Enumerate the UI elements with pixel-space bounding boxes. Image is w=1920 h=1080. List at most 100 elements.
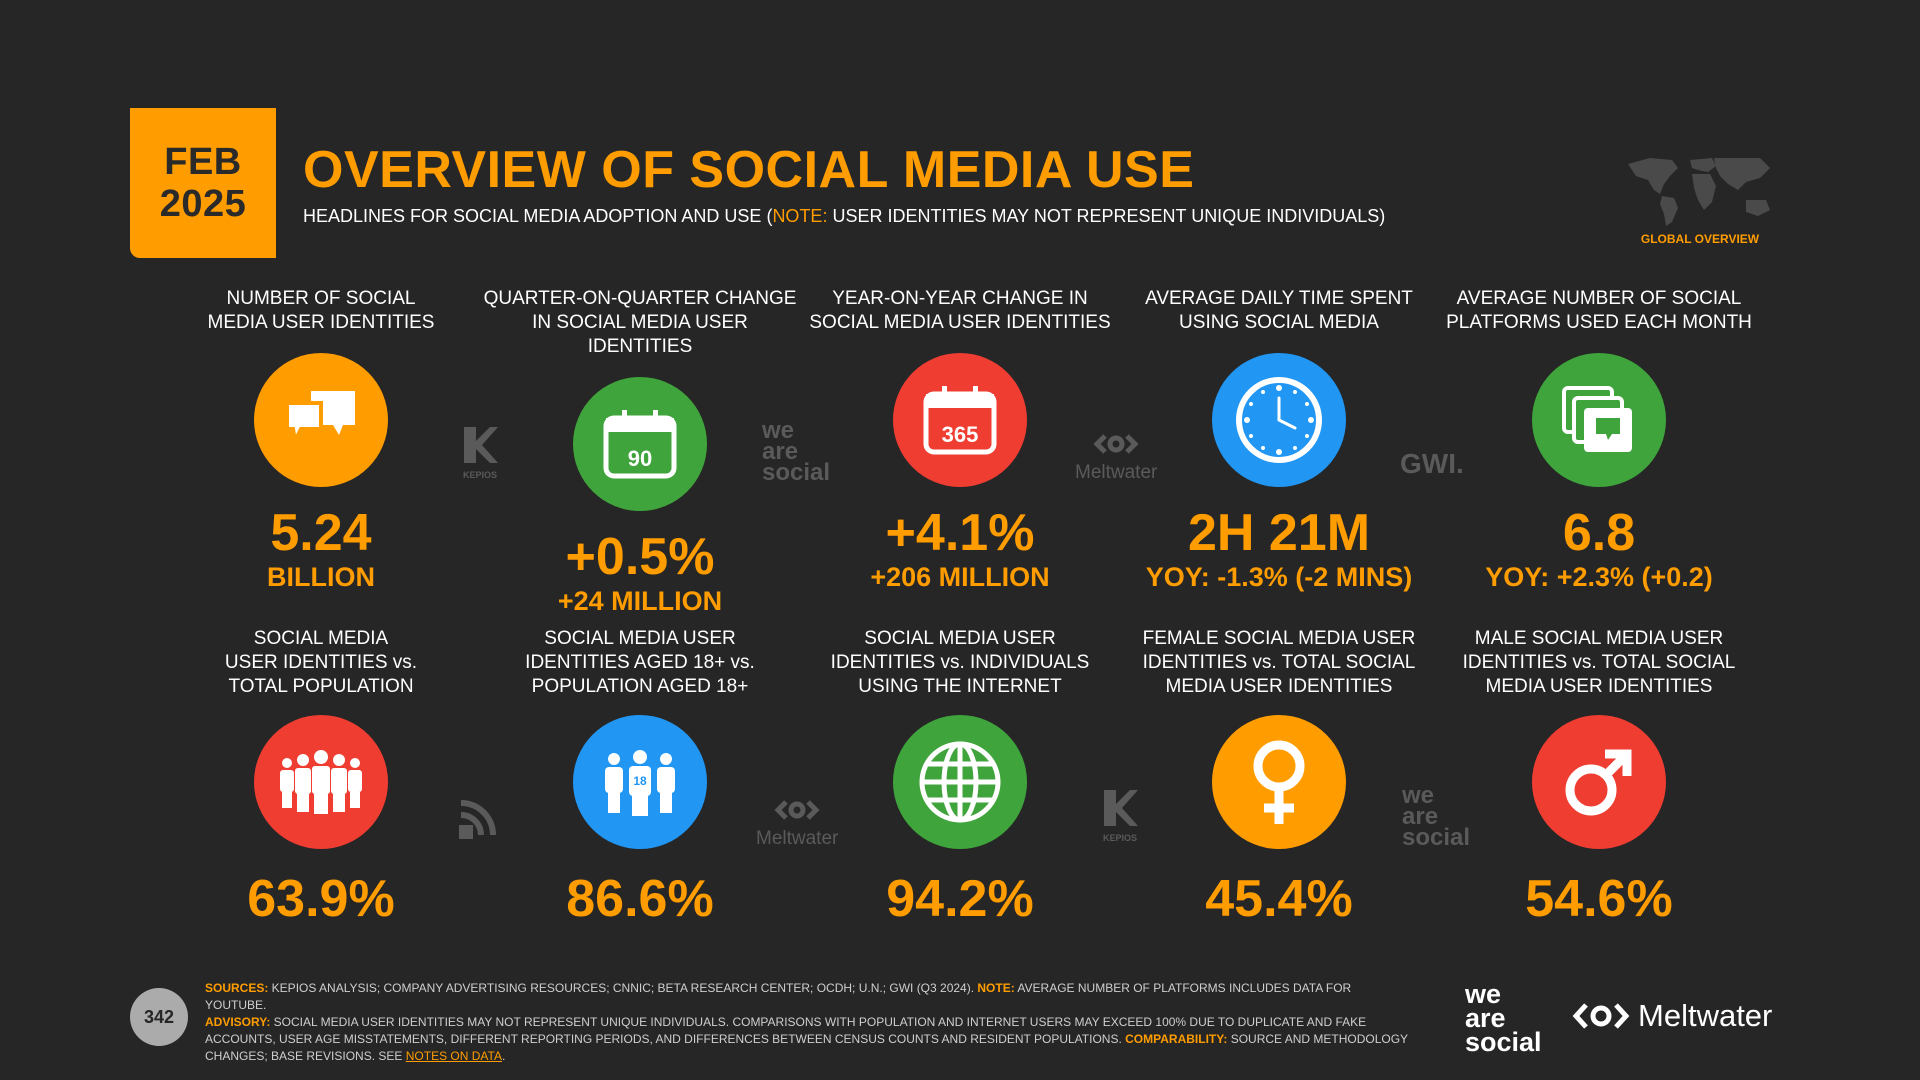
logo-word: we [1402, 782, 1435, 809]
stat-male-share: MALE SOCIAL MEDIA USER IDENTITIES vs. TOT… [1439, 627, 1759, 927]
logo-word: social [1465, 1027, 1542, 1057]
stat-label-line: MEDIA USER IDENTITIES [1165, 676, 1393, 697]
stat-label-line: IDENTITIES AGED 18+ vs. [525, 652, 755, 673]
stat-label-line: IDENTITIES vs. INDIVIDUALS [830, 652, 1090, 673]
stat-value: 54.6% [1525, 870, 1673, 928]
age-label: 18 [633, 774, 647, 788]
footer-key: SOURCES: [205, 981, 269, 995]
page-subtitle: HEADLINES FOR SOCIAL MEDIA ADOPTION AND … [303, 206, 1385, 227]
logo-word: we [762, 417, 795, 444]
stat-value: 63.9% [247, 870, 395, 928]
stat-label-line: SOCIAL MEDIA USER IDENTITIES [809, 312, 1111, 333]
date-badge: FEB 2025 [130, 108, 276, 258]
global-overview-label: GLOBAL OVERVIEW [1640, 232, 1760, 246]
stat-label-line: MALE SOCIAL MEDIA USER [1474, 628, 1724, 649]
calendar-365-icon: 365 [893, 353, 1027, 487]
clock-icon [1212, 353, 1346, 487]
logo-word: are [1465, 1003, 1506, 1033]
stat-qoq-change: QUARTER-ON-QUARTER CHANGE IN SOCIAL MEDIA… [480, 287, 800, 617]
globe-icon [893, 715, 1027, 849]
stat-value: +0.5% [565, 528, 715, 586]
stat-label-line: IDENTITIES vs. TOTAL SOCIAL [1142, 652, 1416, 673]
stat-subvalue: YOY: +2.3% (+0.2) [1485, 562, 1713, 592]
footer-text: SOCIAL MEDIA USER IDENTITIES MAY NOT REP… [205, 1015, 1367, 1046]
stat-value: 6.8 [1562, 504, 1636, 562]
stat-subvalue: +24 MILLION [557, 586, 723, 616]
meltwater-mark-icon [1093, 434, 1139, 454]
stat-platforms-count: AVERAGE NUMBER OF SOCIAL PLATFORMS USED E… [1439, 287, 1759, 593]
world-map-icon [1628, 158, 1770, 226]
logo-word: are [1402, 803, 1439, 830]
stat-label-line: PLATFORMS USED EACH MONTH [1446, 312, 1752, 333]
stat-value: 94.2% [886, 870, 1034, 928]
female-symbol-icon [1212, 715, 1346, 849]
stat-value: 45.4% [1205, 870, 1353, 928]
stat-label-line: USING THE INTERNET [858, 676, 1062, 697]
stat-value: 2H 21M [1187, 504, 1371, 562]
kepios-mark-icon [1104, 790, 1138, 826]
meltwater-text: Meltwater [1638, 998, 1773, 1033]
kepios-text: KEPIOS [1102, 833, 1137, 843]
date-month: FEB [164, 141, 242, 183]
stat-vs-adult-population: SOCIAL MEDIA USER IDENTITIES AGED 18+ vs.… [480, 627, 800, 927]
stat-subvalue: BILLION [267, 562, 375, 592]
kepios-text: KEPIOS [462, 470, 497, 480]
kepios-logo: KEPIOS [460, 425, 500, 480]
stat-subvalue: YOY: -1.3% (-2 MINS) [1145, 562, 1413, 592]
stat-label: SOCIAL MEDIA USER IDENTITIES vs. INDIVIDU… [800, 627, 1120, 699]
notes-on-data-link[interactable]: NOTES ON DATA [405, 1049, 502, 1063]
stat-label-line: NUMBER OF SOCIAL [226, 288, 416, 309]
stat-social-media-users: NUMBER OF SOCIAL MEDIA USER IDENTITIES 5.… [161, 287, 481, 593]
stat-label-line: AVERAGE DAILY TIME SPENT [1145, 288, 1413, 309]
stat-vs-population: SOCIAL MEDIA USER IDENTITIES vs. TOTAL POP… [161, 627, 481, 927]
footer-key: NOTE: [977, 981, 1015, 995]
stat-label-line: FEMALE SOCIAL MEDIA USER [1142, 628, 1416, 649]
subtitle-text: HEADLINES FOR SOCIAL MEDIA ADOPTION AND … [303, 206, 773, 226]
subtitle-text-post: USER IDENTITIES MAY NOT REPRESENT UNIQUE… [827, 206, 1386, 226]
page-title: OVERVIEW OF SOCIAL MEDIA USE [303, 141, 1195, 199]
gwi-logo: GWI. [1400, 448, 1464, 479]
meltwater-text: Meltwater [1075, 462, 1158, 483]
datareportal-logo-icon [459, 800, 496, 839]
stat-label-line: MEDIA USER IDENTITIES [1485, 676, 1713, 697]
stat-value: 5.24 [270, 504, 372, 562]
stat-daily-time: AVERAGE DAILY TIME SPENT USING SOCIAL MED… [1119, 287, 1439, 593]
meltwater-mark-icon [774, 800, 820, 820]
stat-vs-internet-users: SOCIAL MEDIA USER IDENTITIES vs. INDIVIDU… [800, 627, 1120, 927]
stat-label-line: POPULATION AGED 18+ [531, 676, 749, 697]
footer-text: . [501, 1049, 506, 1063]
stat-label-line: USING SOCIAL MEDIA [1179, 312, 1379, 333]
stat-label: AVERAGE NUMBER OF SOCIAL PLATFORMS USED E… [1439, 287, 1759, 335]
footer-text: AVERAGE NUMBER OF PLATFORMS INCLUDES DAT… [205, 981, 1352, 1012]
footer-text: SOURCE AND METHODOLOGY CHANGES; BASE REV… [205, 1032, 1408, 1063]
stat-label-line: TOTAL POPULATION [228, 676, 414, 697]
calendar-90-icon: 90 [573, 377, 707, 511]
stat-label: SOCIAL MEDIA USER IDENTITIES vs. TOTAL POP… [161, 627, 481, 699]
stat-label: FEMALE SOCIAL MEDIA USER IDENTITIES vs. T… [1119, 627, 1439, 699]
stat-label-line: YEAR-ON-YEAR CHANGE IN [832, 288, 1088, 309]
stacked-windows-icon [1532, 353, 1666, 487]
stat-label-line: QUARTER-ON-QUARTER CHANGE [483, 288, 797, 309]
meltwater-text: Meltwater [756, 828, 839, 849]
stat-value: 86.6% [566, 870, 714, 928]
meltwater-logo-small: Meltwater [756, 798, 838, 850]
logo-word: social [762, 459, 831, 486]
stat-label: AVERAGE DAILY TIME SPENT USING SOCIAL MED… [1119, 287, 1439, 335]
footer-key: COMPARABILITY: [1125, 1032, 1228, 1046]
stat-female-share: FEMALE SOCIAL MEDIA USER IDENTITIES vs. T… [1119, 627, 1439, 927]
stat-label-line: SOCIAL MEDIA USER [544, 628, 736, 649]
we-are-social-logo-main: we are social [1465, 981, 1542, 1057]
stat-label-line: SOCIAL MEDIA [253, 628, 389, 649]
stat-label: SOCIAL MEDIA USER IDENTITIES AGED 18+ vs.… [480, 627, 800, 699]
logo-word: social [1402, 824, 1471, 851]
chat-bubbles-icon [254, 353, 388, 487]
adults-18-icon: 18 [573, 715, 707, 849]
stat-label: NUMBER OF SOCIAL MEDIA USER IDENTITIES [161, 287, 481, 335]
meltwater-logo-main: Meltwater [1572, 998, 1772, 1034]
male-symbol-icon [1532, 715, 1666, 849]
footer-text: KEPIOS ANALYSIS; COMPANY ADVERTISING RES… [268, 981, 978, 995]
date-year: 2025 [159, 183, 247, 225]
footer-sources: SOURCES: KEPIOS ANALYSIS; COMPANY ADVERT… [205, 980, 1415, 1065]
stat-label-line: MEDIA USER IDENTITIES [207, 312, 435, 333]
we-are-social-logo: we are social [1402, 782, 1471, 851]
